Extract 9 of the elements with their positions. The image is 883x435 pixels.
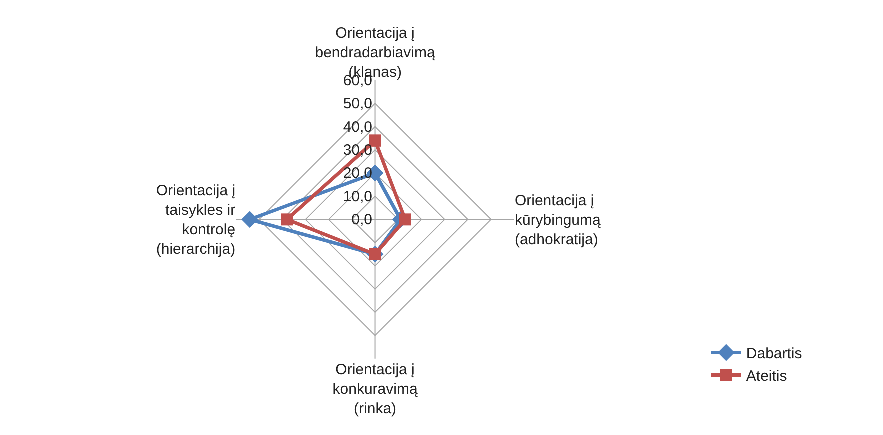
spoke-label: Orientacija į taisykles ir kontrolę (hierarchija) [156,182,236,258]
y-tick-label: 10,0 [343,188,373,206]
legend-label: Dabartis [746,346,802,363]
spoke-label: Orientacija į kūrybingumą (adhokratija) [514,192,602,248]
y-tick-label: 40,0 [343,118,373,136]
y-tick-label: 0,0 [352,212,373,229]
spoke-label: Orientacija į konkuravimą (rinka) [332,361,418,418]
y-tick-label: 50,0 [343,96,373,113]
legend-label: Ateitis [746,368,788,386]
